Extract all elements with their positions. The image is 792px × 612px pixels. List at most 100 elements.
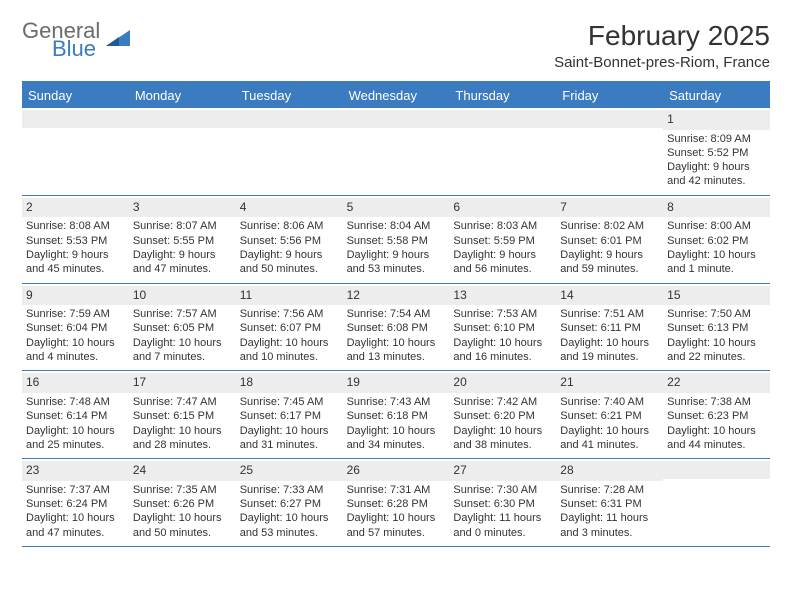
calendar-cell: 26Sunrise: 7:31 AMSunset: 6:28 PMDayligh… [343, 459, 450, 546]
calendar-cell: 20Sunrise: 7:42 AMSunset: 6:20 PMDayligh… [449, 371, 556, 458]
day-number: 2 [22, 198, 129, 218]
sunset-line: Sunset: 6:01 PM [560, 234, 659, 248]
calendar-cell: 9Sunrise: 7:59 AMSunset: 6:04 PMDaylight… [22, 284, 129, 371]
sunset-line: Sunset: 6:11 PM [560, 321, 659, 335]
day-number: 18 [236, 373, 343, 393]
calendar-cell [129, 108, 236, 195]
day-number: 14 [556, 286, 663, 306]
sunrise-line: Sunrise: 8:08 AM [26, 219, 125, 233]
sunset-line: Sunset: 6:23 PM [667, 409, 766, 423]
daylight-line: Daylight: 9 hours and 50 minutes. [240, 248, 339, 277]
day-header-sat: Saturday [663, 83, 770, 108]
sunrise-line: Sunrise: 7:45 AM [240, 395, 339, 409]
daylight-line: Daylight: 9 hours and 59 minutes. [560, 248, 659, 277]
location: Saint-Bonnet-pres-Riom, France [554, 54, 770, 71]
daylight-line: Daylight: 9 hours and 53 minutes. [347, 248, 446, 277]
calendar-cell: 10Sunrise: 7:57 AMSunset: 6:05 PMDayligh… [129, 284, 236, 371]
daylight-line: Daylight: 9 hours and 42 minutes. [667, 160, 766, 189]
sunset-line: Sunset: 6:30 PM [453, 497, 552, 511]
sunset-line: Sunset: 6:05 PM [133, 321, 232, 335]
sunset-line: Sunset: 6:17 PM [240, 409, 339, 423]
calendar-cell: 19Sunrise: 7:43 AMSunset: 6:18 PMDayligh… [343, 371, 450, 458]
sunrise-line: Sunrise: 7:43 AM [347, 395, 446, 409]
sunrise-line: Sunrise: 7:48 AM [26, 395, 125, 409]
daylight-line: Daylight: 9 hours and 47 minutes. [133, 248, 232, 277]
month-title: February 2025 [554, 20, 770, 52]
sunrise-line: Sunrise: 7:56 AM [240, 307, 339, 321]
calendar-cell: 11Sunrise: 7:56 AMSunset: 6:07 PMDayligh… [236, 284, 343, 371]
calendar-cell: 17Sunrise: 7:47 AMSunset: 6:15 PMDayligh… [129, 371, 236, 458]
sunset-line: Sunset: 6:14 PM [26, 409, 125, 423]
weeks-container: 1Sunrise: 8:09 AMSunset: 5:52 PMDaylight… [22, 108, 770, 547]
week-row: 9Sunrise: 7:59 AMSunset: 6:04 PMDaylight… [22, 284, 770, 372]
calendar-cell: 12Sunrise: 7:54 AMSunset: 6:08 PMDayligh… [343, 284, 450, 371]
day-header-row: Sunday Monday Tuesday Wednesday Thursday… [22, 83, 770, 108]
day-number: 24 [129, 461, 236, 481]
sunrise-line: Sunrise: 7:40 AM [560, 395, 659, 409]
calendar-cell: 16Sunrise: 7:48 AMSunset: 6:14 PMDayligh… [22, 371, 129, 458]
calendar-cell: 21Sunrise: 7:40 AMSunset: 6:21 PMDayligh… [556, 371, 663, 458]
day-header-mon: Monday [129, 83, 236, 108]
daylight-line: Daylight: 10 hours and 38 minutes. [453, 424, 552, 453]
daylight-line: Daylight: 9 hours and 45 minutes. [26, 248, 125, 277]
sunset-line: Sunset: 6:18 PM [347, 409, 446, 423]
calendar-cell: 1Sunrise: 8:09 AMSunset: 5:52 PMDaylight… [663, 108, 770, 195]
sunrise-line: Sunrise: 8:09 AM [667, 132, 766, 146]
daylight-line: Daylight: 11 hours and 3 minutes. [560, 511, 659, 540]
sunset-line: Sunset: 5:56 PM [240, 234, 339, 248]
daylight-line: Daylight: 11 hours and 0 minutes. [453, 511, 552, 540]
sunrise-line: Sunrise: 7:59 AM [26, 307, 125, 321]
day-number: 22 [663, 373, 770, 393]
day-number: 4 [236, 198, 343, 218]
day-number: 23 [22, 461, 129, 481]
day-header-thu: Thursday [449, 83, 556, 108]
daylight-line: Daylight: 10 hours and 4 minutes. [26, 336, 125, 365]
day-number: 3 [129, 198, 236, 218]
sunrise-line: Sunrise: 7:57 AM [133, 307, 232, 321]
calendar-cell [556, 108, 663, 195]
day-header-fri: Friday [556, 83, 663, 108]
day-number: 20 [449, 373, 556, 393]
day-number: 17 [129, 373, 236, 393]
sunset-line: Sunset: 6:26 PM [133, 497, 232, 511]
daylight-line: Daylight: 10 hours and 25 minutes. [26, 424, 125, 453]
day-header-wed: Wednesday [343, 83, 450, 108]
daylight-line: Daylight: 10 hours and 19 minutes. [560, 336, 659, 365]
day-number: 1 [663, 110, 770, 130]
calendar-cell: 6Sunrise: 8:03 AMSunset: 5:59 PMDaylight… [449, 196, 556, 283]
sunset-line: Sunset: 6:07 PM [240, 321, 339, 335]
day-number: 8 [663, 198, 770, 218]
daylight-line: Daylight: 10 hours and 28 minutes. [133, 424, 232, 453]
calendar-cell: 24Sunrise: 7:35 AMSunset: 6:26 PMDayligh… [129, 459, 236, 546]
day-number [22, 110, 129, 128]
day-header-tue: Tuesday [236, 83, 343, 108]
calendar-cell: 4Sunrise: 8:06 AMSunset: 5:56 PMDaylight… [236, 196, 343, 283]
day-number [129, 110, 236, 128]
day-number: 28 [556, 461, 663, 481]
sunset-line: Sunset: 6:28 PM [347, 497, 446, 511]
daylight-line: Daylight: 10 hours and 16 minutes. [453, 336, 552, 365]
week-row: 1Sunrise: 8:09 AMSunset: 5:52 PMDaylight… [22, 108, 770, 196]
daylight-line: Daylight: 10 hours and 31 minutes. [240, 424, 339, 453]
day-number [663, 461, 770, 479]
day-number: 5 [343, 198, 450, 218]
sunset-line: Sunset: 6:04 PM [26, 321, 125, 335]
calendar: Sunday Monday Tuesday Wednesday Thursday… [22, 81, 770, 547]
sunrise-line: Sunrise: 7:54 AM [347, 307, 446, 321]
day-header-sun: Sunday [22, 83, 129, 108]
day-number [236, 110, 343, 128]
sunset-line: Sunset: 6:20 PM [453, 409, 552, 423]
sunset-line: Sunset: 6:02 PM [667, 234, 766, 248]
daylight-line: Daylight: 10 hours and 50 minutes. [133, 511, 232, 540]
daylight-line: Daylight: 10 hours and 44 minutes. [667, 424, 766, 453]
day-number [449, 110, 556, 128]
day-number [556, 110, 663, 128]
sunset-line: Sunset: 5:59 PM [453, 234, 552, 248]
sunset-line: Sunset: 6:31 PM [560, 497, 659, 511]
sunrise-line: Sunrise: 7:31 AM [347, 483, 446, 497]
daylight-line: Daylight: 10 hours and 47 minutes. [26, 511, 125, 540]
daylight-line: Daylight: 10 hours and 7 minutes. [133, 336, 232, 365]
daylight-line: Daylight: 10 hours and 13 minutes. [347, 336, 446, 365]
week-row: 16Sunrise: 7:48 AMSunset: 6:14 PMDayligh… [22, 371, 770, 459]
title-block: February 2025 Saint-Bonnet-pres-Riom, Fr… [554, 20, 770, 71]
